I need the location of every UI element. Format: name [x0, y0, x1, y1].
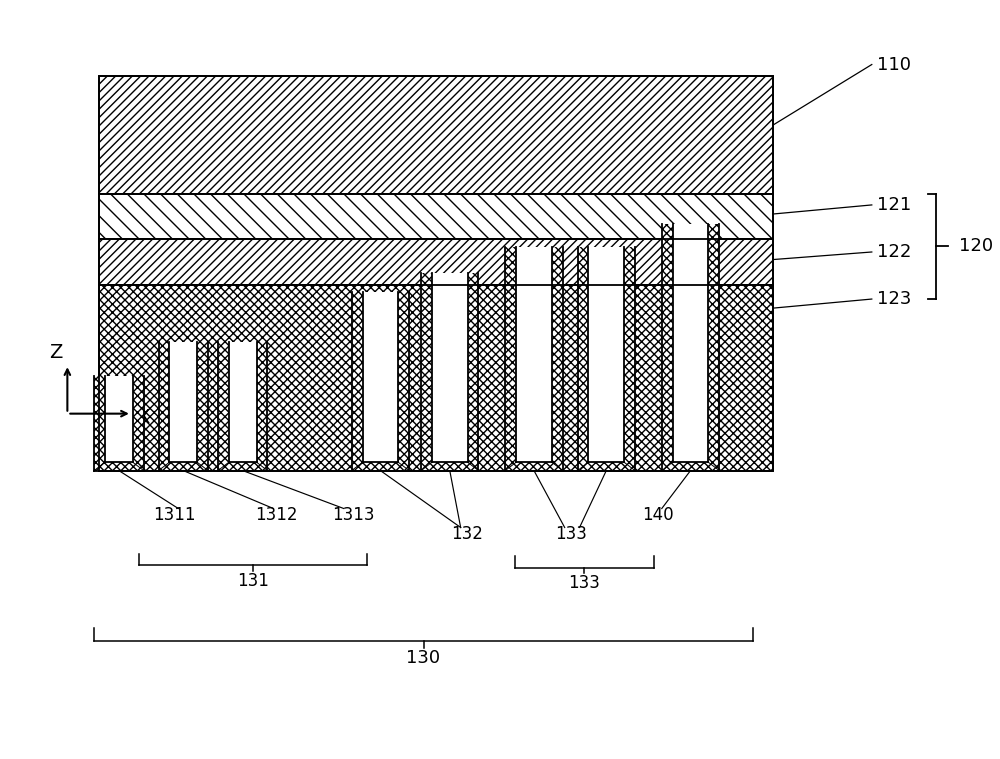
Bar — [505, 247, 516, 471]
Bar — [363, 462, 398, 471]
Bar — [257, 342, 267, 471]
Text: 1312: 1312 — [256, 506, 298, 524]
Bar — [99, 76, 773, 194]
Text: 133: 133 — [555, 525, 587, 543]
Bar — [159, 342, 169, 471]
Bar — [516, 247, 552, 462]
Text: X: X — [137, 408, 150, 427]
Bar — [229, 342, 257, 462]
Bar — [197, 342, 208, 471]
Bar — [708, 224, 719, 471]
Bar — [432, 273, 468, 462]
Text: 140: 140 — [642, 506, 674, 524]
Bar — [552, 247, 563, 471]
Bar — [588, 247, 624, 462]
Bar — [588, 462, 624, 471]
Text: 120: 120 — [959, 237, 993, 255]
Bar — [673, 462, 708, 471]
Text: 121: 121 — [877, 196, 911, 214]
Bar — [516, 462, 552, 471]
Bar — [218, 342, 229, 471]
Bar — [673, 224, 708, 462]
Bar — [105, 376, 133, 462]
Bar — [99, 194, 773, 239]
Bar — [169, 342, 197, 462]
Bar — [105, 462, 133, 471]
Bar — [169, 462, 197, 471]
Text: 1311: 1311 — [154, 506, 196, 524]
Text: 1313: 1313 — [332, 506, 374, 524]
Bar — [99, 285, 773, 471]
Bar — [133, 376, 144, 471]
Bar — [468, 273, 478, 471]
Text: Z: Z — [50, 343, 63, 362]
Text: 122: 122 — [877, 243, 911, 261]
Bar — [352, 292, 363, 471]
Bar — [421, 273, 432, 471]
Text: 133: 133 — [569, 574, 600, 592]
Bar — [624, 247, 635, 471]
Text: 110: 110 — [877, 55, 911, 74]
Bar — [432, 462, 468, 471]
Text: 131: 131 — [237, 572, 269, 590]
Bar — [662, 224, 673, 471]
Bar — [99, 239, 773, 285]
Bar — [398, 292, 409, 471]
Bar — [363, 292, 398, 462]
Bar — [94, 376, 105, 471]
Text: 130: 130 — [406, 649, 441, 667]
Text: 132: 132 — [451, 525, 483, 543]
Bar — [229, 462, 257, 471]
Text: 123: 123 — [877, 290, 911, 308]
Bar — [578, 247, 588, 471]
Bar — [99, 76, 773, 471]
